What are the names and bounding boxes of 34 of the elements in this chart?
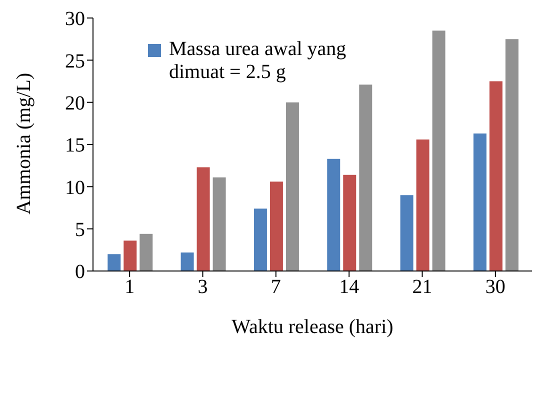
x-axis-title: Waktu release (hari)	[232, 316, 394, 338]
bar	[270, 182, 283, 271]
x-tick-label: 14	[339, 276, 360, 298]
bar	[286, 102, 299, 271]
bar	[196, 167, 210, 271]
bar	[124, 240, 137, 271]
y-tick-label: 0	[75, 261, 85, 284]
bar	[343, 174, 356, 271]
bar	[359, 84, 372, 271]
bar	[140, 234, 153, 271]
y-tick-label: 30	[65, 8, 85, 30]
x-tick-label: 1	[124, 276, 135, 298]
y-tick-label: 20	[65, 92, 85, 114]
bar	[180, 252, 194, 271]
y-axis-title: Ammonia (mg/L)	[13, 72, 36, 214]
x-tick-label: 21	[412, 276, 432, 298]
bar	[473, 134, 486, 271]
x-tick-label: 3	[198, 276, 208, 298]
bar	[327, 158, 340, 271]
bar	[489, 81, 502, 271]
bar	[212, 177, 226, 271]
y-tick-label: 15	[65, 134, 85, 157]
bar	[400, 195, 414, 271]
y-tick-label: 10	[65, 176, 85, 199]
y-tick-label: 25	[65, 50, 85, 72]
bar	[254, 208, 267, 271]
bar	[432, 30, 446, 271]
bar	[416, 139, 430, 271]
x-tick-label: 7	[270, 276, 281, 298]
bar	[505, 39, 518, 271]
legend-label: Massa urea awal yang dimuat = 2.5 g	[169, 38, 348, 84]
bar	[108, 254, 121, 271]
x-tick-label: 30	[485, 276, 506, 298]
y-tick-label: 5	[75, 218, 85, 241]
